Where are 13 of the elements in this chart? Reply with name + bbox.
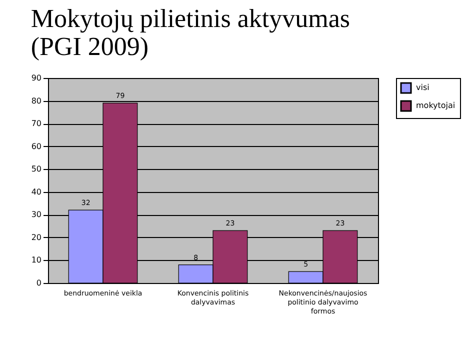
y-tick-label: 80 <box>31 96 42 106</box>
y-tick-label: 90 <box>31 74 42 82</box>
y-tick-label: 50 <box>31 164 42 174</box>
legend-label: visi <box>416 83 430 92</box>
legend-label: mokytojai <box>416 101 456 110</box>
y-tick-label: 30 <box>31 210 42 220</box>
chart-title: Mokytojų pilietinis aktyvumas (PGI 2009) <box>30 4 350 61</box>
y-tick-label: 40 <box>31 187 42 196</box>
y-tick-label: 70 <box>31 119 42 128</box>
y-tick-label: 60 <box>31 142 42 151</box>
y-tick-label: 0 <box>36 278 42 288</box>
y-tick-label: 20 <box>31 232 42 242</box>
y-tick-label: 10 <box>31 256 42 265</box>
